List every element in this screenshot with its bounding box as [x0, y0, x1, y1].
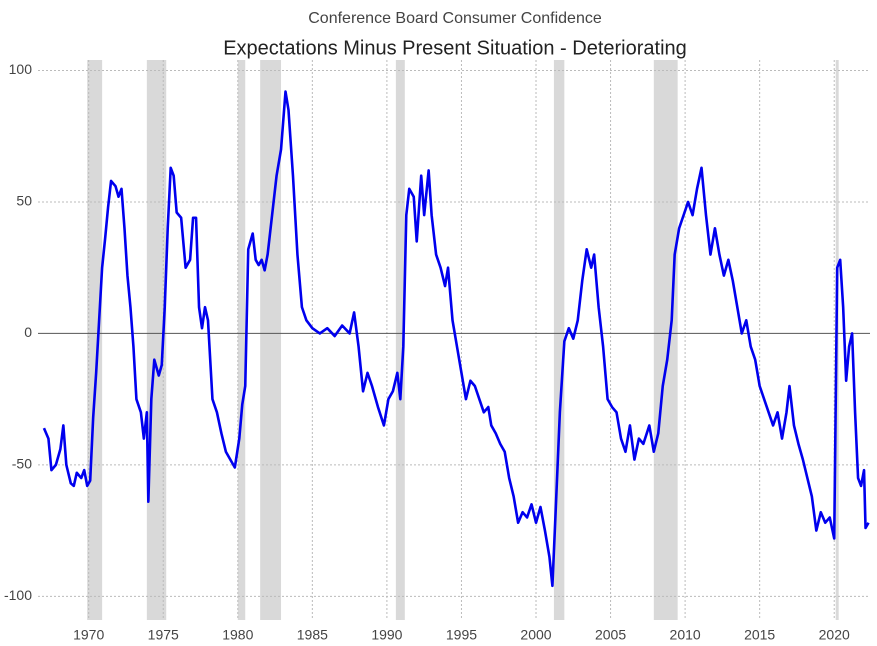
chart-title: Conference Board Consumer Confidence [308, 10, 602, 27]
x-tick-label: 1980 [222, 627, 253, 643]
y-tick-label: -50 [12, 456, 32, 472]
data-line [42, 90, 870, 588]
recession-band [395, 60, 405, 620]
y-tick-label: 100 [9, 61, 33, 77]
x-tick-label: 1990 [371, 627, 402, 643]
recession-band [146, 60, 167, 620]
recession-band [260, 60, 282, 620]
x-tick-label: 2000 [520, 627, 551, 643]
recession-band [553, 60, 565, 620]
recession-band [653, 60, 678, 620]
x-tick-label: 2005 [595, 627, 626, 643]
y-tick-label: 0 [24, 324, 32, 340]
x-tick-label: 2015 [744, 627, 775, 643]
recession-band [87, 60, 103, 620]
y-tick-label: 50 [16, 193, 32, 209]
x-tick-label: 2020 [819, 627, 850, 643]
x-tick-label: 1975 [148, 627, 179, 643]
x-tick-label: 2010 [670, 627, 701, 643]
y-tick-label: -100 [4, 587, 32, 603]
x-tick-label: 1985 [297, 627, 328, 643]
recession-band [237, 60, 246, 620]
x-tick-label: 1995 [446, 627, 477, 643]
x-tick-label: 1970 [73, 627, 104, 643]
chart-subtitle: Expectations Minus Present Situation - D… [223, 37, 687, 59]
